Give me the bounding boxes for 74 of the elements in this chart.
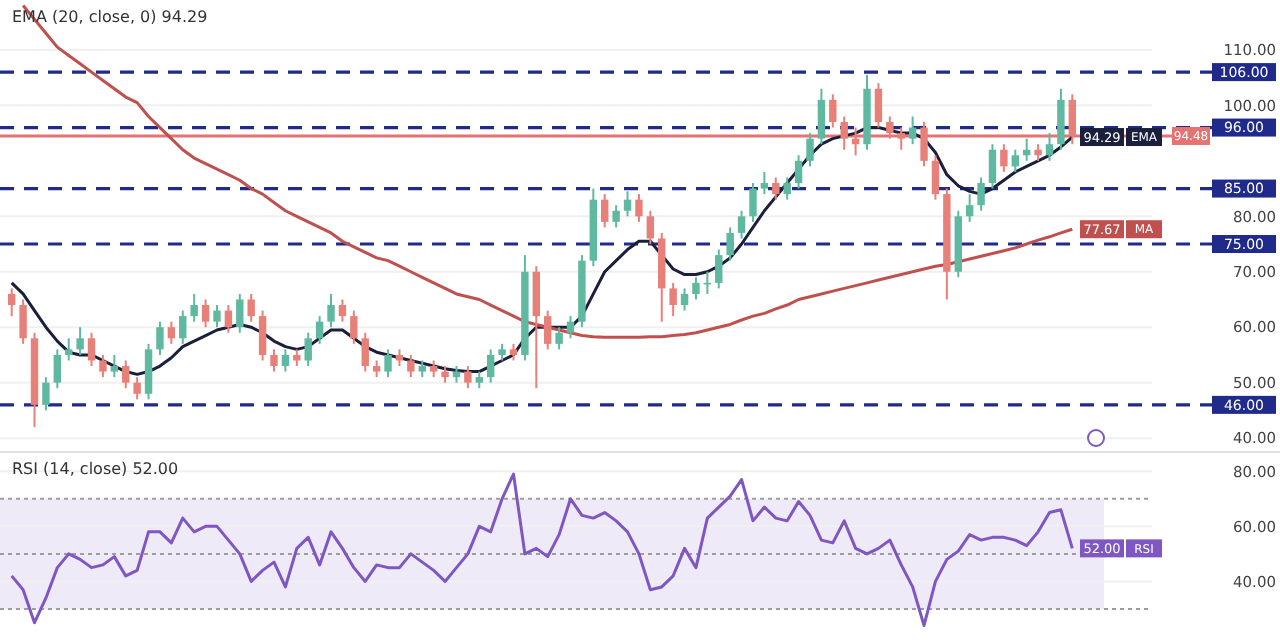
candlestick [669,281,677,318]
text: RSI (14, close) 52.00 [12,460,179,478]
candlestick [87,331,96,368]
candlestick [749,182,757,223]
candlestick [201,298,210,329]
candlestick [544,309,552,351]
candlestick [794,154,803,190]
candlestick [1000,143,1008,173]
candlestick [1057,87,1065,151]
candlestick [886,115,894,140]
candlestick [840,115,848,151]
candlestick [167,320,176,345]
candlestick [988,143,997,190]
candlestick [874,82,883,129]
candlestick [977,176,985,212]
candlestick [601,193,609,229]
candlestick [384,348,392,379]
candlestick [281,348,290,373]
candlestick [122,359,130,390]
candlestick [247,292,255,323]
candlestick [931,154,940,201]
candlestick [224,304,233,334]
candlestick [908,115,917,146]
candlestick [315,315,324,345]
candlestick [806,132,814,168]
candlestick [829,93,837,129]
candlestick [464,365,472,390]
candlestick [7,287,16,318]
candlestick [144,342,153,401]
candlestick [715,248,723,290]
candlestick [1068,93,1077,146]
candlestick [190,292,198,323]
candlestick [407,353,415,379]
candlestick [635,193,643,223]
candlestick [680,287,689,312]
candlestick [270,348,278,373]
candlestick [646,209,655,246]
candlestick [361,331,369,373]
candlestick [726,226,734,262]
candlestick [897,126,905,151]
candlestick [110,353,119,379]
candlestick [42,376,50,412]
candlestick [965,193,974,223]
candlestick [760,170,769,196]
candlestick [692,276,700,301]
candlestick [350,309,358,345]
candlestick [566,315,575,340]
candlestick [1045,132,1054,162]
line-series [10,472,1074,627]
candlestick [555,326,563,351]
candlestick [817,87,826,146]
candlestick [327,292,335,329]
candlestick [179,309,187,345]
candlestick [338,298,347,323]
candlestick [623,190,632,218]
candlestick [772,176,780,201]
candlestick [486,348,495,384]
candlestick [258,309,267,362]
candlestick [236,292,244,334]
candlestick [213,304,221,329]
candlestick [920,121,928,168]
candlestick [65,337,73,362]
candlestick [19,298,27,345]
candlestick [99,353,107,379]
candlestick [1011,148,1019,173]
candlestick [783,176,791,201]
candlestick [156,320,164,356]
candlestick [612,204,620,229]
candlestick [737,209,746,240]
candlestick [133,376,141,401]
candlestick [532,265,540,390]
candlestick [53,348,62,390]
candlestick [304,331,312,368]
candlestick [76,326,84,356]
